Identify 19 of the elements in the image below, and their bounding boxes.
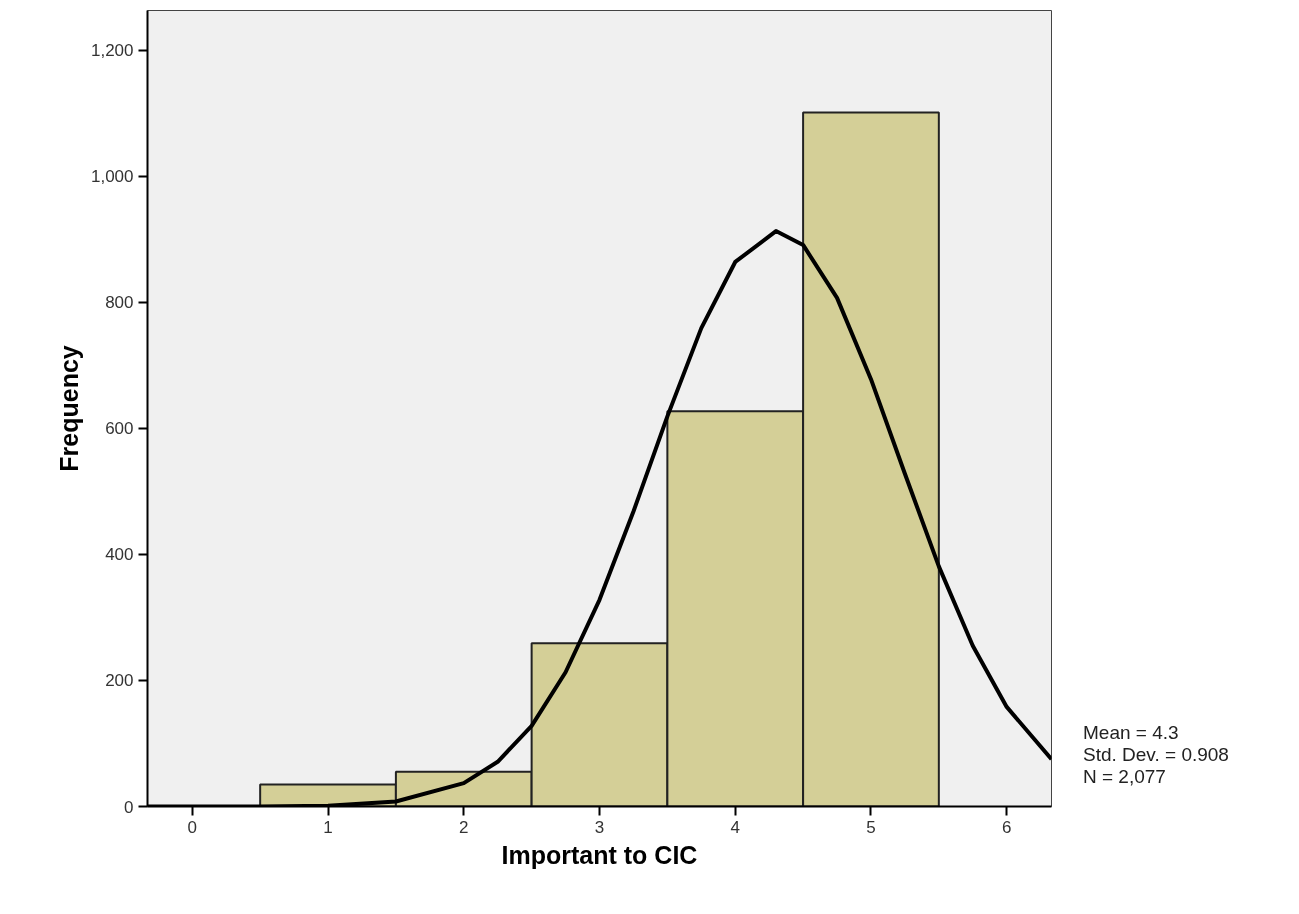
y-tick-label: 400: [105, 545, 134, 565]
y-tick-label: 200: [105, 671, 134, 691]
text: Mean = 4.3: [1083, 722, 1179, 743]
y-tick-label: 800: [105, 293, 134, 313]
y-tick-label: 600: [105, 419, 134, 439]
y-tick-label: 0: [124, 797, 134, 817]
x-tick-label: 1: [323, 817, 333, 837]
x-tick-label: 4: [730, 817, 740, 837]
y-axis-title: Frequency: [54, 345, 83, 472]
x-tick-label: 6: [1001, 817, 1012, 837]
y-tick-label: 1,000: [90, 167, 134, 187]
y-tick-label: 1,200: [90, 41, 134, 61]
x-tick-label: 2: [459, 817, 469, 837]
text: Std. Dev. = 0.908: [1083, 744, 1229, 765]
x-tick-label: 3: [594, 817, 605, 837]
x-tick-label: 5: [866, 817, 876, 837]
x-axis-title: Important to CIC: [501, 840, 698, 869]
text: N = 2,077: [1083, 766, 1166, 787]
x-tick-label: 0: [187, 817, 198, 837]
